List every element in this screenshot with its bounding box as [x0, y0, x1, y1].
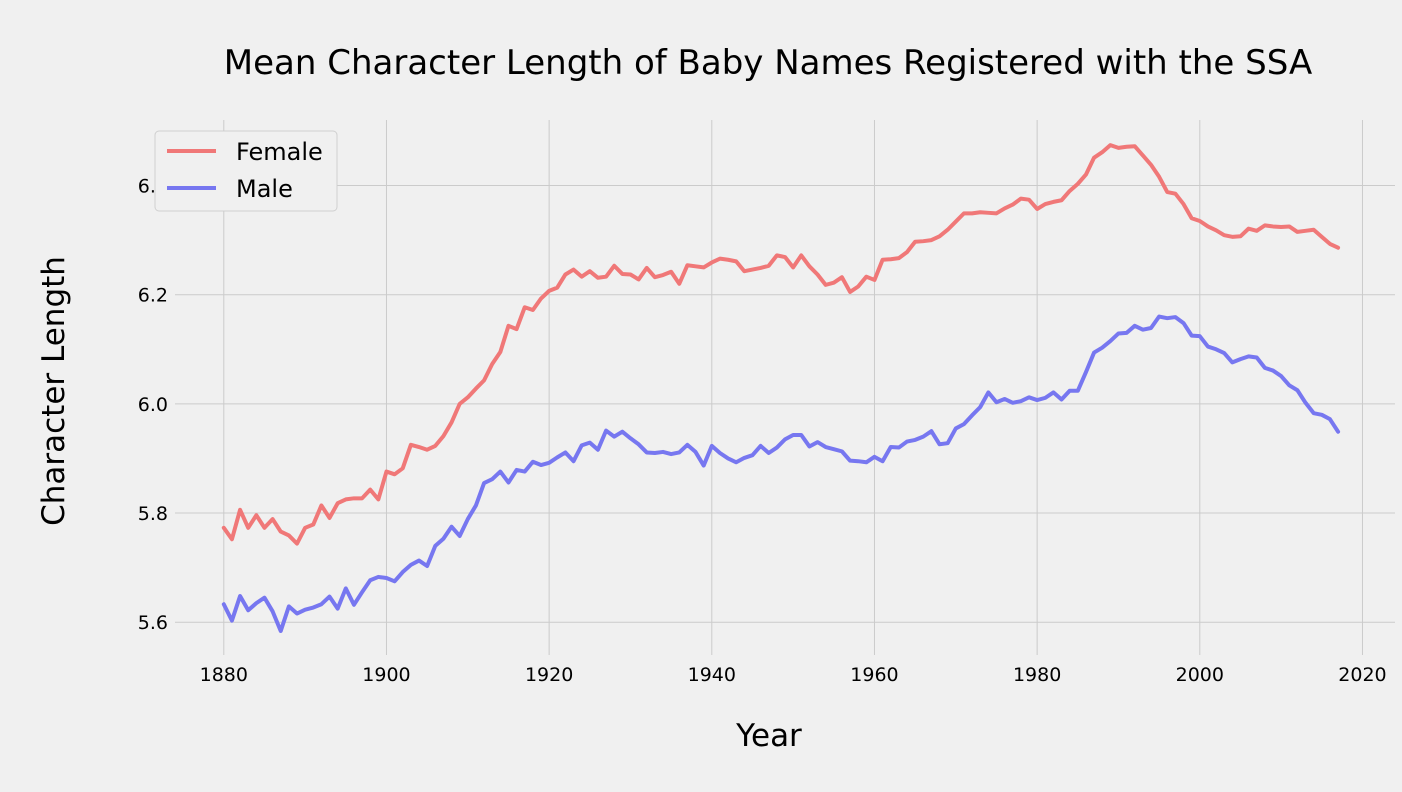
x-tick-label-1980: 1980	[1013, 664, 1061, 686]
legend: Female Male	[154, 130, 338, 212]
series-line-male	[221, 314, 1341, 633]
y-gridlines	[175, 185, 1395, 623]
series-layer	[221, 143, 1341, 633]
y-tick-label-5.8: 5.8	[138, 503, 168, 525]
y-axis-label: Character Length	[36, 256, 72, 526]
x-tick-label-1880: 1880	[200, 664, 248, 686]
x-tick-label-2000: 2000	[1176, 664, 1224, 686]
y-tick-label-5.6: 5.6	[138, 612, 168, 634]
x-tick-label-1960: 1960	[850, 664, 898, 686]
x-axis-label: Year	[735, 718, 802, 754]
x-tick-label-1940: 1940	[688, 664, 736, 686]
legend-label-male: Male	[236, 175, 293, 203]
x-tick-labels: 1880 1900 1920 1940 1960 1980 2000 2020	[200, 664, 1387, 686]
x-tick-label-1900: 1900	[362, 664, 410, 686]
legend-label-female: Female	[236, 138, 323, 166]
y-tick-label-6: 6.0	[138, 394, 168, 416]
series-line-female	[221, 143, 1341, 546]
y-tick-label-6.2: 6.2	[138, 285, 168, 307]
chart-title: Mean Character Length of Baby Names Regi…	[224, 43, 1312, 83]
x-tick-label-2020: 2020	[1338, 664, 1386, 686]
x-tick-label-1920: 1920	[525, 664, 573, 686]
